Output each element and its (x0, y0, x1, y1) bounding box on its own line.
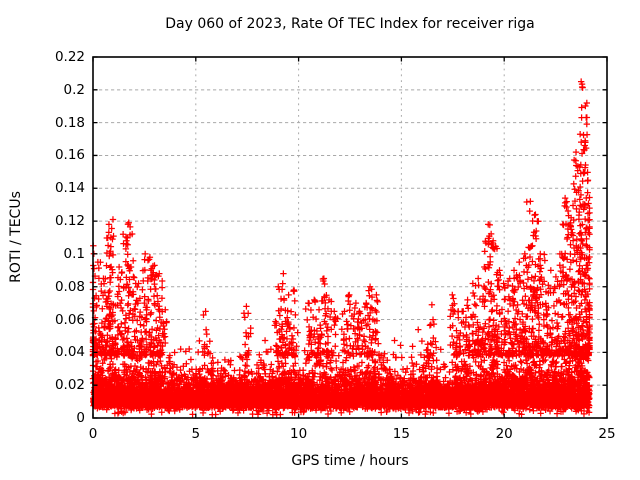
y-tick-label: 0.14 (54, 180, 85, 197)
y-tick-label: 0.06 (54, 311, 85, 328)
y-tick-label: 0.1 (63, 245, 85, 262)
x-tick-label: 10 (290, 426, 308, 442)
y-tick-label: 0 (76, 410, 85, 426)
y-tick-label: 0.16 (54, 147, 85, 164)
x-tick-label: 0 (88, 426, 98, 442)
y-axis-label: ROTI / TECUs (8, 191, 24, 283)
x-tick-label: 20 (495, 426, 513, 442)
y-tick-label: 0.02 (54, 377, 85, 394)
y-tick-label: 0.08 (54, 278, 85, 295)
y-tick-label: 0.04 (54, 344, 85, 361)
y-tick-label: 0.18 (54, 114, 85, 131)
y-tick-label: 0.2 (63, 81, 85, 98)
x-tick-label: 5 (191, 426, 201, 442)
chart-title: Day 060 of 2023, Rate Of TEC Index for r… (165, 16, 535, 32)
x-tick-label: 25 (598, 426, 616, 442)
y-tick-label: 0.12 (54, 213, 85, 230)
x-axis-label: GPS time / hours (291, 453, 409, 469)
x-tick-label: 15 (392, 426, 410, 442)
y-tick-label: 0.22 (54, 49, 85, 65)
